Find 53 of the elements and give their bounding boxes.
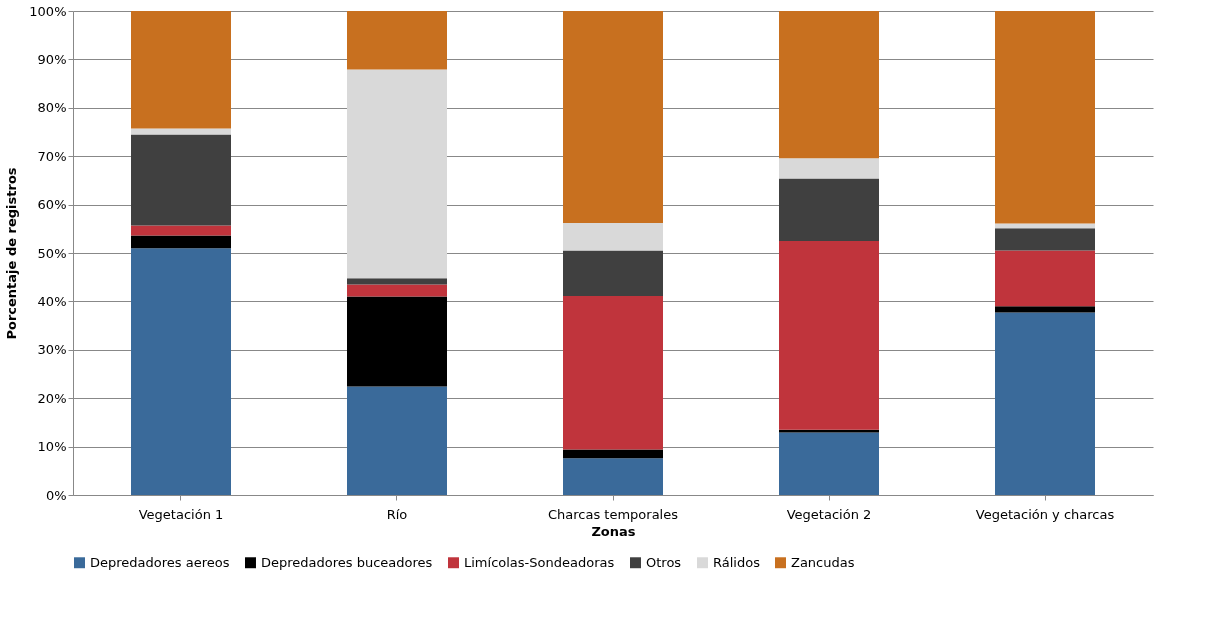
bar [347,386,447,495]
bar [779,11,879,159]
y-tick-label: 90% [37,51,67,67]
y-tick-label: 80% [37,100,67,116]
bar [779,178,879,241]
bar [779,240,879,430]
legend-label: Otros [646,554,682,570]
bar [995,228,1095,251]
bar [779,429,879,433]
y-tick-label: 70% [37,148,67,164]
y-tick-label: 60% [37,197,67,213]
bar [131,11,231,129]
bar [563,11,663,223]
legend-label: Rálidos [713,554,761,570]
bar [563,458,663,495]
x-tick-label: Río [386,506,408,522]
bar [347,296,447,387]
x-axis-title: Zonas [591,523,636,539]
bar [563,296,663,450]
y-tick-label: 10% [37,439,67,455]
y-tick-label: 20% [37,390,67,406]
bar [563,449,663,459]
bar [347,11,447,70]
y-tick-label: 40% [37,293,67,309]
bar [347,69,447,279]
legend-label: Depredadores aereos [90,554,230,570]
x-tick-label: Vegetación 2 [786,506,872,522]
y-axis-title: Porcentaje de registros [4,167,20,340]
bar [995,312,1095,495]
legend-label: Zancudas [791,554,855,570]
bar [131,134,231,226]
y-tick-label: 30% [37,342,67,358]
bar [131,248,231,495]
bar [131,235,231,249]
bar [779,158,879,179]
bar [563,250,663,297]
x-tick-label: Charcas temporales [547,506,679,522]
x-tick-label: Vegetación y charcas [975,506,1115,522]
bar [563,222,663,251]
y-tick-label: 0% [45,487,67,503]
bar [347,278,447,285]
y-tick-label: 50% [37,245,67,261]
bar [995,11,1095,224]
x-tick-label: Vegetación 1 [138,506,224,522]
bar [347,284,447,297]
y-tick-label: 100% [29,3,67,19]
legend-label: Limícolas-Sondeadoras [464,554,615,570]
legend-label: Depredadores buceadores [261,554,433,570]
bar [131,225,231,236]
bar [995,306,1095,313]
bar [995,223,1095,229]
bar [995,250,1095,307]
bar [779,432,879,495]
